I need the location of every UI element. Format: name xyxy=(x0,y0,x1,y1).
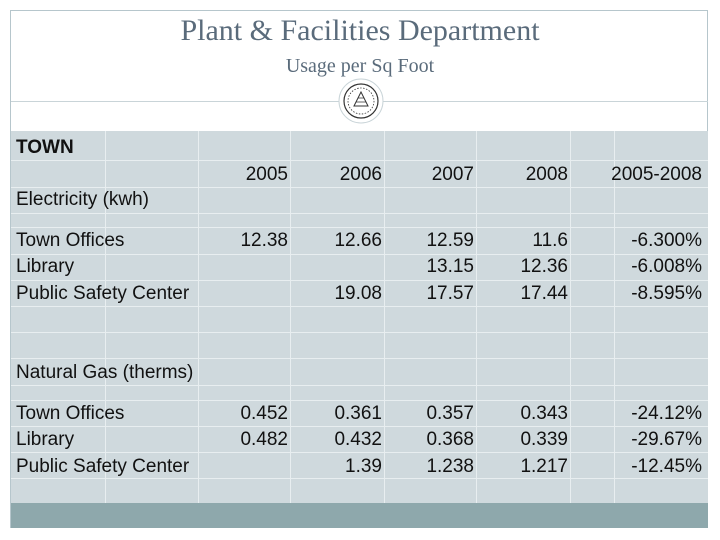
table-cell: 17.57 xyxy=(426,283,474,304)
table-cell: 17.44 xyxy=(520,283,568,304)
table-row-label: Library xyxy=(16,429,75,450)
grid-row-line xyxy=(11,400,708,401)
table-cell: 11.6 xyxy=(532,230,568,251)
table-row-label: Public Safety Center xyxy=(16,283,190,304)
table-cell: 0.357 xyxy=(426,403,474,424)
table-cell: 12.66 xyxy=(334,230,382,251)
table-cell: 19.08 xyxy=(334,283,382,304)
table-row-label: Town Offices xyxy=(16,230,125,251)
town-seal-icon xyxy=(338,78,384,124)
table-cell: 0.343 xyxy=(520,403,568,424)
grid-column-line xyxy=(476,131,477,503)
footer-band xyxy=(11,503,708,528)
grid-column-line xyxy=(614,131,615,503)
grid-row-line xyxy=(11,478,708,479)
table-cell: -6.300% xyxy=(631,230,702,251)
table-row-label: Town Offices xyxy=(16,403,125,424)
table-cell: -24.12% xyxy=(631,403,702,424)
table-cell: 0.482 xyxy=(240,429,288,450)
table-cell: -6.008% xyxy=(631,256,702,277)
grid-row-line xyxy=(11,227,708,228)
table-cell: 0.368 xyxy=(426,429,474,450)
table-cell: 12.36 xyxy=(520,256,568,277)
table-cell: 12.38 xyxy=(240,230,288,251)
grid-column-line xyxy=(198,131,199,503)
table-row-label: Public Safety Center xyxy=(16,456,190,477)
grid-column-line xyxy=(290,131,291,503)
usage-table xyxy=(11,131,708,503)
table-cell: 1.39 xyxy=(345,456,382,477)
grid-column-line xyxy=(105,131,106,503)
table-cell: 0.361 xyxy=(334,403,382,424)
year-header: 2005 xyxy=(245,164,288,185)
table-cell: -29.67% xyxy=(631,429,702,450)
grid-row-line xyxy=(11,280,708,281)
grid-row-line xyxy=(11,426,708,427)
grid-column-line xyxy=(384,131,385,503)
section-town: TOWN xyxy=(16,137,74,158)
gas-heading: Natural Gas (therms) xyxy=(16,362,194,383)
year-header: 2005-2008 xyxy=(611,164,702,185)
grid-column-line xyxy=(570,131,571,503)
year-header: 2006 xyxy=(339,164,382,185)
grid-row-line xyxy=(11,254,708,255)
year-header: 2008 xyxy=(525,164,568,185)
table-cell: 0.432 xyxy=(334,429,382,450)
table-row-label: Library xyxy=(16,256,75,277)
page-title: Plant & Facilities Department xyxy=(180,14,540,47)
table-cell: 13.15 xyxy=(426,256,474,277)
page-subtitle: Usage per Sq Foot xyxy=(285,55,435,77)
grid-row-line xyxy=(11,452,708,453)
grid-row-line xyxy=(11,187,708,188)
table-cell: 12.59 xyxy=(426,230,474,251)
grid-row-line xyxy=(11,332,708,333)
table-cell: -8.595% xyxy=(631,283,702,304)
grid-row-line xyxy=(11,306,708,307)
table-cell: 0.339 xyxy=(520,429,568,450)
year-header: 2007 xyxy=(431,164,474,185)
electricity-heading: Electricity (kwh) xyxy=(16,189,150,210)
grid-row-line xyxy=(11,160,708,161)
table-cell: -12.45% xyxy=(631,456,702,477)
table-cell: 0.452 xyxy=(240,403,288,424)
table-cell: 1.217 xyxy=(520,456,568,477)
grid-row-line xyxy=(11,385,708,386)
grid-row-line xyxy=(11,358,708,359)
table-cell: 1.238 xyxy=(426,456,474,477)
grid-row-line xyxy=(11,213,708,214)
